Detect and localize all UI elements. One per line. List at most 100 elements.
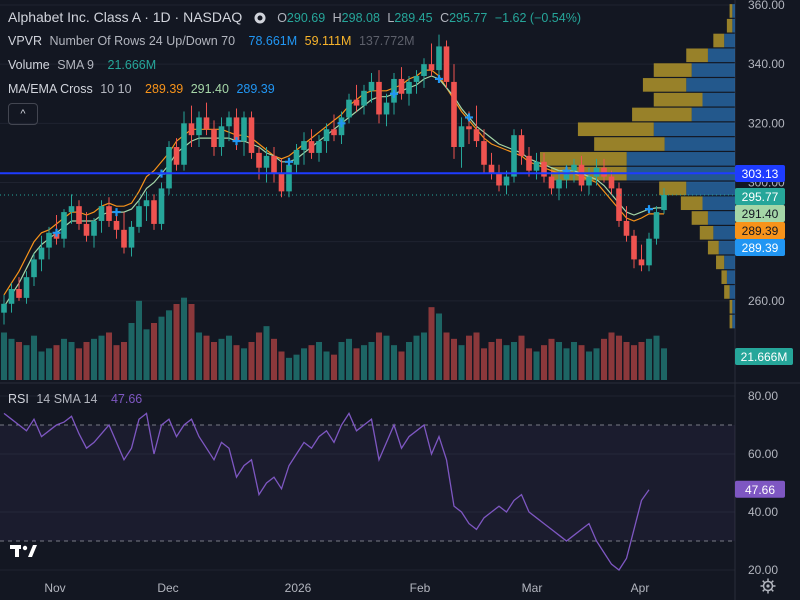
candle-body (16, 289, 22, 298)
volume-bar (578, 345, 585, 380)
volume-bar (8, 338, 15, 380)
volume-badge-bg (735, 348, 793, 365)
candle-body (451, 81, 457, 147)
volume-bar (383, 335, 390, 380)
candle-body (601, 167, 607, 177)
volume-bar (631, 345, 637, 380)
volume-bar (511, 342, 517, 380)
vpvr-down-bar (729, 285, 735, 299)
volume-bar (443, 332, 450, 380)
volume-bar (556, 342, 562, 380)
time-tick-label: Feb (410, 581, 431, 595)
ma-name: MA/EMA Cross (8, 82, 93, 96)
candle-body (121, 229, 127, 248)
volume-bar (638, 342, 645, 380)
volume-bar (181, 297, 187, 380)
candle-body (526, 155, 532, 171)
candle-body (143, 200, 150, 207)
hline-badge: 303.13 (742, 167, 779, 181)
volume-bar (158, 316, 165, 380)
rsi-pane (0, 412, 735, 571)
volume-bar (263, 326, 270, 380)
volume-bar (188, 304, 195, 380)
eye-icon[interactable] (252, 12, 270, 26)
candle-body (8, 289, 15, 304)
volume-badge: 21.666M (741, 350, 788, 364)
candle-body (233, 117, 240, 142)
candle-body (91, 220, 97, 236)
vpvr-up-bar (729, 314, 733, 329)
volume-name: Volume (8, 58, 50, 72)
volume-bar (136, 300, 142, 380)
candle-body (631, 235, 637, 260)
rsi-line (3, 412, 650, 571)
candle-body (578, 164, 585, 186)
candle-body (413, 76, 420, 82)
symbol-title[interactable]: Alphabet Inc. Class A · 1D · NASDAQ (8, 9, 243, 25)
vpvr-legend[interactable]: VPVR Number Of Rows 24 Up/Down 70 78.661… (8, 33, 419, 49)
ma-blue-badge-bg (735, 239, 785, 256)
collapse-legend-button[interactable]: ^ (8, 103, 38, 125)
volume-bar (38, 351, 45, 380)
volume-bar (218, 338, 225, 380)
close-badge-bg (735, 188, 785, 205)
candle-body (571, 164, 577, 171)
cross-marker (337, 119, 346, 128)
symbol-legend: Alphabet Inc. Class A · 1D · NASDAQ O290… (8, 9, 585, 26)
volume-bar (488, 342, 495, 380)
close-badge: 295.77 (742, 190, 779, 204)
candle-body (46, 232, 52, 248)
rsi-params: 14 SMA 14 (36, 392, 98, 406)
candle-body (346, 99, 352, 118)
candle-body (473, 129, 480, 142)
candle-body (158, 188, 165, 224)
volume-bar (353, 348, 360, 380)
vpvr-down-bar (732, 18, 735, 33)
rsi-legend[interactable]: RSI 14 SMA 14 47.66 (8, 391, 146, 407)
candle-body (61, 212, 67, 239)
rsi-tick-label: 60.00 (748, 447, 778, 461)
volume-bar (368, 342, 375, 380)
ma-legend[interactable]: MA/EMA Cross 10 10 289.39 291.40 289.39 (8, 81, 279, 97)
cross-marker (112, 208, 121, 217)
volume-bar (601, 338, 607, 380)
candle-body (436, 46, 442, 71)
candle-body (1, 303, 7, 313)
vpvr-up-bar (577, 122, 654, 137)
horizontal-line[interactable] (0, 172, 735, 196)
volume-bar (331, 354, 337, 380)
tradingview-logo-icon[interactable] (10, 540, 38, 562)
volume-bar (406, 342, 412, 380)
candle-body (556, 179, 562, 189)
vpvr-up-bar (724, 285, 730, 299)
candle-body (241, 117, 247, 142)
ma-orange-badge: 289.39 (742, 224, 779, 238)
volume-bar (31, 335, 37, 380)
volume-bar (16, 342, 22, 380)
vpvr-down-bar (707, 211, 735, 225)
candle-body (616, 188, 622, 221)
candle-body (353, 99, 360, 106)
vpvr-up-bar (686, 48, 708, 63)
candle-body (301, 141, 307, 150)
volume-bars (1, 297, 667, 380)
volume-bar (608, 332, 615, 380)
volume-bar (1, 332, 7, 380)
cross-marker (285, 157, 293, 166)
volume-bar (376, 332, 382, 380)
vpvr-params: Number Of Rows 24 Up/Down 70 (49, 34, 236, 48)
price-tick-label: 340.00 (748, 57, 785, 71)
vpvr-down-bar (718, 240, 735, 255)
volume-legend[interactable]: Volume SMA 9 21.666M (8, 57, 160, 73)
change-value: −1.62 (−0.54%) (494, 11, 581, 25)
vpvr-down-bar (724, 255, 735, 270)
volume-bar (436, 313, 442, 380)
price-tick-label: 360.00 (748, 0, 785, 12)
candle-body (331, 129, 337, 136)
price-tick-label: 260.00 (748, 294, 785, 308)
volume-bar (346, 338, 352, 380)
volume-bar (518, 335, 525, 380)
vpvr-up-bar (691, 211, 708, 225)
gear-icon[interactable] (760, 578, 776, 594)
